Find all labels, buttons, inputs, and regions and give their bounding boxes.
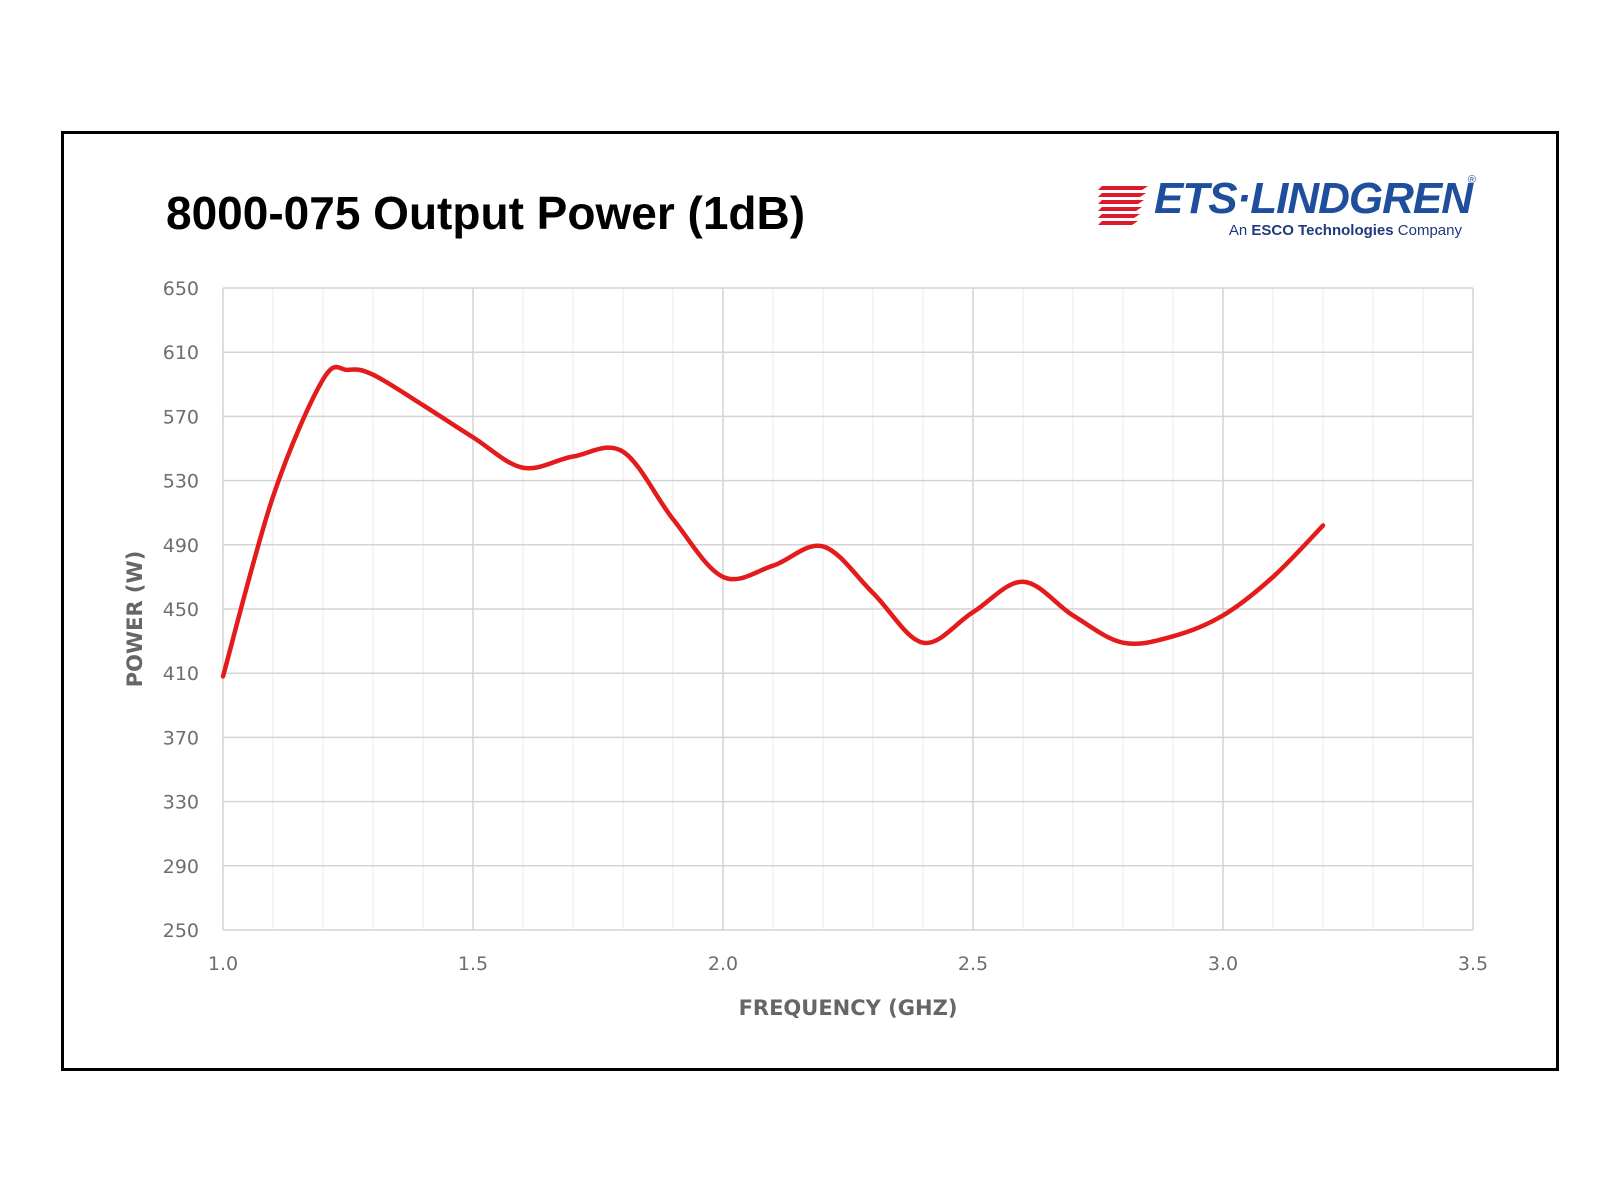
- x-tick-label: 2.5: [958, 953, 988, 975]
- logo-registered-mark: ®: [1467, 174, 1476, 186]
- y-axis-ticks: 650 610 570 530 490 450 410 370 330 290 250: [163, 278, 199, 942]
- logo-tagline-prefix: An: [1228, 222, 1248, 239]
- x-tick-label: 3.5: [1458, 953, 1488, 975]
- company-logo: ETS·LINDGREN ® An ESCO Technologies Comp…: [1098, 174, 1478, 244]
- y-tick-label: 330: [163, 792, 199, 814]
- y-axis-title: POWER (W): [123, 551, 147, 688]
- logo-signal-mark-icon: [1098, 186, 1148, 225]
- y-tick-label: 410: [163, 663, 199, 685]
- logo-tagline: An ESCO Technologies Company: [1229, 222, 1462, 239]
- y-tick-label: 610: [163, 342, 199, 364]
- y-tick-label: 250: [163, 920, 199, 942]
- y-tick-label: 490: [163, 535, 199, 557]
- x-axis-title: FREQUENCY (GHZ): [739, 996, 958, 1020]
- y-tick-label: 530: [163, 471, 199, 493]
- chart-title: 8000-075 Output Power (1dB): [166, 187, 806, 239]
- logo-tagline-company: ESCO Technologies: [1251, 222, 1394, 239]
- y-tick-label: 290: [163, 856, 199, 878]
- major-gridlines: [222, 287, 1474, 931]
- y-tick-label: 370: [163, 727, 199, 749]
- series-points: [222, 369, 1324, 677]
- x-tick-label: 1.5: [458, 953, 488, 975]
- y-tick-label: 650: [163, 278, 199, 300]
- x-tick-label: 1.0: [208, 953, 238, 975]
- x-tick-label: 3.0: [1208, 953, 1238, 975]
- x-tick-label: 2.0: [708, 953, 738, 975]
- logo-tagline-suffix: Company: [1397, 222, 1462, 239]
- logo-wordmark: ETS·LINDGREN: [1154, 174, 1473, 223]
- y-tick-label: 570: [163, 406, 199, 428]
- y-tick-label: 450: [163, 599, 199, 621]
- x-axis-ticks: 1.0 1.5 2.0 2.5 3.0 3.5: [208, 953, 1488, 975]
